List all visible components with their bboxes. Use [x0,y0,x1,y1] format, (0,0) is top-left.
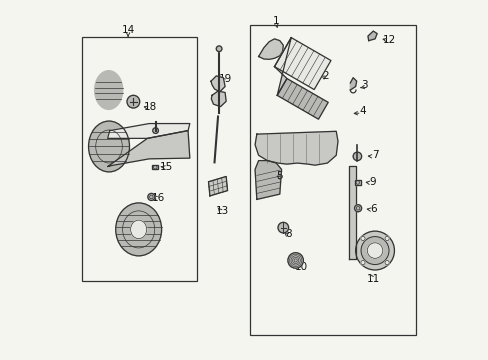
Text: 1: 1 [272,16,279,26]
Circle shape [278,222,288,233]
Ellipse shape [130,220,146,239]
Text: 4: 4 [359,106,365,116]
Polygon shape [107,131,189,167]
Polygon shape [277,78,327,119]
Text: 10: 10 [294,262,307,273]
Polygon shape [348,166,355,259]
Bar [249,25,415,335]
Ellipse shape [116,203,161,256]
Circle shape [384,261,388,265]
Circle shape [354,205,361,212]
Polygon shape [274,37,330,90]
Circle shape [355,231,394,270]
Bar [354,180,360,185]
Polygon shape [208,176,227,196]
Bar [152,165,158,170]
Text: 9: 9 [368,177,375,187]
Polygon shape [258,39,283,59]
Text: 2: 2 [322,71,328,81]
Circle shape [127,95,140,108]
Text: 8: 8 [285,229,291,239]
Text: 3: 3 [361,80,367,90]
Bar [354,180,360,185]
Text: 19: 19 [219,75,232,85]
Polygon shape [211,91,225,107]
Polygon shape [255,161,281,199]
Text: 16: 16 [151,193,164,203]
Circle shape [360,237,388,265]
Circle shape [287,253,303,268]
Bar [81,37,197,280]
Ellipse shape [94,71,122,109]
Ellipse shape [88,121,129,172]
Circle shape [360,237,365,240]
Text: 18: 18 [143,102,156,112]
Text: 13: 13 [215,206,228,216]
Circle shape [352,152,361,161]
Circle shape [216,46,222,51]
Bar [152,165,158,170]
Polygon shape [255,131,337,165]
Circle shape [366,243,382,258]
Text: 12: 12 [383,35,396,45]
Text: 7: 7 [371,150,378,160]
Circle shape [360,261,365,265]
Text: 6: 6 [369,204,376,214]
Circle shape [152,128,158,134]
Polygon shape [349,78,356,90]
Polygon shape [367,31,376,41]
Text: 14: 14 [121,26,134,35]
Polygon shape [107,123,189,138]
Circle shape [384,237,388,240]
Text: 11: 11 [366,274,379,284]
Circle shape [147,193,155,201]
Text: 17: 17 [164,123,177,133]
Polygon shape [210,76,224,92]
Text: 5: 5 [276,171,283,181]
Polygon shape [274,37,291,95]
Text: 15: 15 [159,162,172,172]
